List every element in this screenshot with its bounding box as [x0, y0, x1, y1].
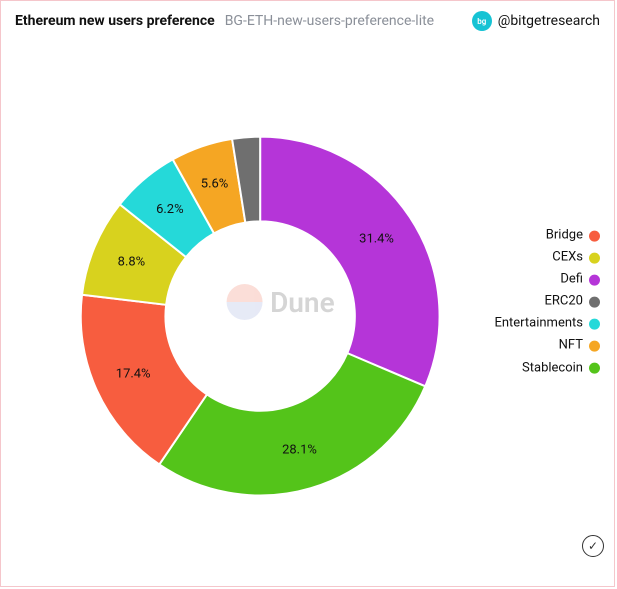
legend: BridgeCEXsDefiERC20EntertainmentsNFTStab…: [494, 225, 600, 380]
legend-label: Defi: [560, 269, 583, 291]
slice-label-defi: 31.4%: [359, 232, 394, 247]
slice-label-bridge: 17.4%: [116, 366, 151, 381]
slice-label-stablecoin: 28.1%: [282, 442, 317, 457]
author-handle: @bitgetresearch: [498, 13, 600, 29]
legend-item-erc20[interactable]: ERC20: [494, 291, 600, 313]
legend-item-nft[interactable]: NFT: [494, 335, 600, 357]
legend-item-defi[interactable]: Defi: [494, 269, 600, 291]
card-header: Ethereum new users preference BG-ETH-new…: [1, 1, 614, 37]
author-wrap[interactable]: bg @bitgetresearch: [472, 11, 600, 31]
legend-swatch-icon: [589, 274, 600, 285]
slice-label-nft: 5.6%: [201, 177, 228, 192]
chart-title: Ethereum new users preference: [15, 13, 215, 29]
legend-swatch-icon: [589, 341, 600, 352]
legend-label: ERC20: [545, 291, 583, 313]
legend-swatch-icon: [589, 230, 600, 241]
author-avatar-icon: bg: [472, 11, 492, 31]
slice-label-entertainments: 6.2%: [156, 202, 183, 217]
legend-swatch-icon: [589, 319, 600, 330]
legend-label: NFT: [559, 335, 583, 357]
legend-swatch-icon: [589, 252, 600, 263]
slice-label-cexs: 8.8%: [118, 255, 145, 270]
verified-check-icon[interactable]: ✓: [582, 535, 604, 557]
legend-swatch-icon: [589, 363, 600, 374]
legend-label: Bridge: [546, 225, 583, 247]
slice-defi[interactable]: [260, 137, 439, 387]
chart-area: 31.4%28.1%17.4%8.8%6.2%5.6% Dune BridgeC…: [1, 37, 614, 567]
legend-label: Stablecoin: [522, 357, 583, 379]
slice-stablecoin[interactable]: [159, 353, 425, 495]
legend-label: CEXs: [552, 247, 583, 269]
chart-card: Ethereum new users preference BG-ETH-new…: [0, 0, 615, 587]
chart-subtitle: BG-ETH-new-users-preference-lite: [225, 13, 434, 29]
legend-swatch-icon: [589, 297, 600, 308]
legend-item-stablecoin[interactable]: Stablecoin: [494, 357, 600, 379]
legend-item-cexs[interactable]: CEXs: [494, 247, 600, 269]
legend-item-bridge[interactable]: Bridge: [494, 225, 600, 247]
legend-item-entertainments[interactable]: Entertainments: [494, 313, 600, 335]
legend-label: Entertainments: [494, 313, 583, 335]
